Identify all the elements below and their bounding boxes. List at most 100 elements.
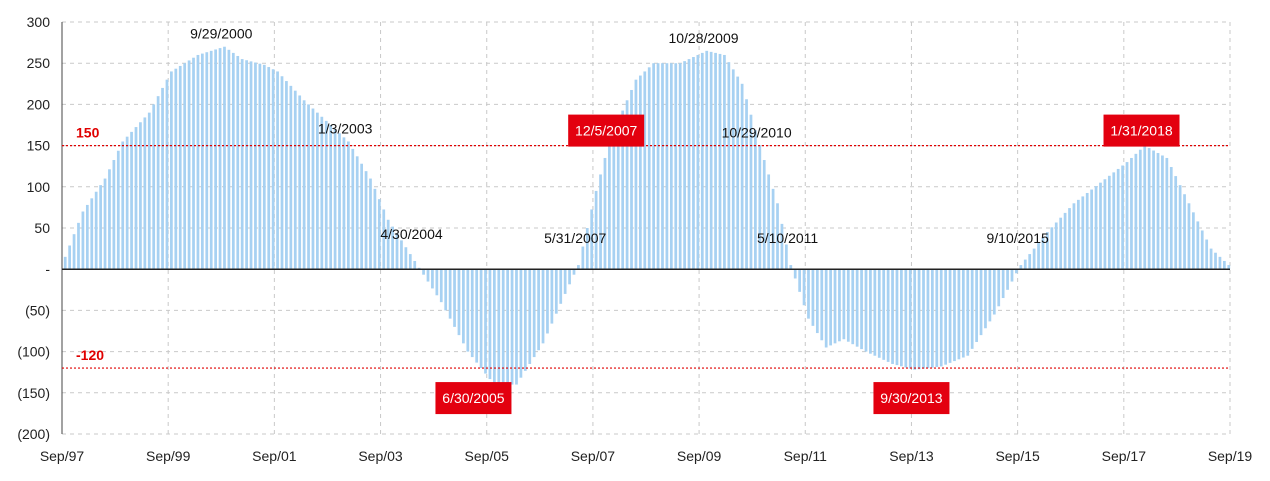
x-tick-label: Sep/07	[571, 448, 616, 464]
bar	[183, 63, 187, 270]
reference-line-label: 150	[76, 125, 100, 141]
y-tick-label: (150)	[17, 385, 50, 401]
bar	[1068, 208, 1071, 270]
bar	[860, 269, 863, 350]
bar	[386, 219, 390, 270]
bar	[68, 245, 71, 270]
bar	[1019, 265, 1023, 270]
bar	[77, 222, 80, 270]
bar	[369, 178, 372, 270]
bar	[767, 174, 771, 270]
bar	[497, 269, 501, 385]
bar	[1032, 248, 1036, 270]
bar	[1121, 165, 1124, 270]
x-tick-label: Sep/97	[40, 448, 85, 464]
x-tick-label: Sep/15	[995, 448, 1040, 464]
bar	[820, 269, 824, 341]
bar	[165, 79, 169, 270]
bar	[745, 99, 748, 270]
bar	[227, 49, 231, 270]
bar	[970, 269, 974, 349]
bar	[492, 269, 496, 385]
bar	[966, 269, 970, 356]
bar	[718, 53, 722, 270]
bar	[678, 63, 682, 270]
bar	[488, 269, 492, 380]
bar	[661, 63, 664, 270]
bar	[147, 112, 151, 270]
bar	[377, 199, 381, 270]
bar	[116, 150, 120, 270]
bar	[1099, 182, 1102, 270]
bar	[935, 269, 939, 367]
bar	[979, 269, 983, 336]
bar	[209, 50, 213, 270]
y-tick-label: 50	[34, 220, 50, 236]
bar	[404, 247, 408, 270]
bar	[170, 71, 173, 270]
x-tick-label: Sep/05	[465, 448, 510, 464]
bar	[550, 269, 554, 324]
bar	[121, 141, 125, 270]
bar	[1143, 145, 1147, 270]
bar	[528, 269, 532, 364]
annotation-label: 4/30/2004	[380, 226, 442, 242]
bar	[1041, 237, 1045, 270]
bar	[240, 59, 244, 270]
bar	[200, 53, 204, 270]
bar	[1218, 256, 1222, 270]
bar	[231, 52, 235, 270]
bar	[638, 75, 642, 270]
bar	[1072, 203, 1076, 270]
bar	[94, 191, 98, 270]
bar	[391, 226, 394, 270]
bar	[762, 160, 766, 270]
bar	[373, 188, 377, 270]
y-tick-label: 300	[27, 14, 51, 30]
annotation-label: 10/28/2009	[668, 30, 738, 46]
bar	[302, 100, 306, 270]
bar	[776, 203, 779, 270]
bar	[271, 69, 275, 270]
bar	[568, 269, 571, 285]
bar	[634, 79, 638, 270]
bar	[1192, 212, 1195, 270]
bar	[537, 269, 540, 351]
bar	[457, 269, 461, 336]
bar	[807, 269, 810, 319]
bar	[1138, 149, 1142, 270]
bar	[1183, 194, 1186, 270]
bar	[262, 64, 266, 270]
bar	[917, 269, 921, 370]
bar	[754, 130, 757, 270]
bar	[643, 71, 647, 270]
bar	[939, 269, 943, 367]
bar	[585, 228, 589, 270]
x-tick-label: Sep/01	[252, 448, 297, 464]
bar	[1037, 243, 1040, 270]
y-tick-label: 250	[27, 55, 51, 71]
bar	[506, 269, 509, 385]
y-tick-label: (100)	[17, 344, 50, 360]
bar	[422, 269, 425, 275]
bar	[1116, 168, 1120, 270]
bar	[1165, 157, 1169, 270]
bar	[161, 87, 164, 270]
bar	[510, 269, 514, 385]
bar	[1169, 167, 1173, 270]
bar	[736, 76, 740, 270]
axes: 300 250 200 150 100 50 - (50) (100) (150) (200) Sep…	[17, 14, 1252, 464]
bar	[891, 269, 894, 364]
bar	[448, 269, 452, 319]
reference-lines: 150 -120	[62, 125, 1230, 369]
bar	[267, 67, 271, 270]
annotation-label: 1/31/2018	[1110, 123, 1172, 139]
bar	[174, 68, 178, 270]
bar	[63, 256, 67, 270]
bar	[519, 269, 523, 378]
bar	[789, 265, 793, 270]
bar	[475, 269, 479, 363]
bar	[426, 269, 430, 282]
bar	[1076, 199, 1080, 270]
bar	[758, 145, 762, 270]
